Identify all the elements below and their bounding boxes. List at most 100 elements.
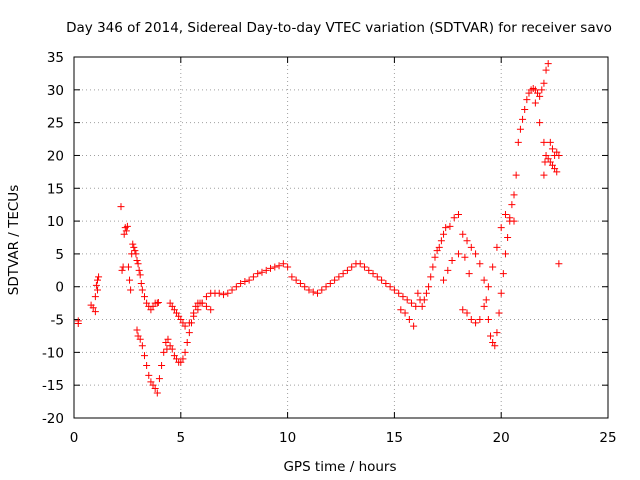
data-point bbox=[476, 316, 484, 324]
data-point bbox=[138, 342, 146, 350]
data-point bbox=[130, 243, 138, 251]
data-point bbox=[467, 316, 475, 324]
data-point bbox=[241, 277, 249, 285]
data-point bbox=[127, 286, 135, 294]
data-point bbox=[382, 279, 390, 287]
data-point bbox=[155, 375, 163, 383]
data-point bbox=[541, 158, 549, 166]
data-point bbox=[450, 214, 458, 222]
y-tick-label: -15 bbox=[42, 378, 64, 394]
y-tick-label: -5 bbox=[51, 313, 64, 329]
data-point bbox=[326, 279, 334, 287]
data-point bbox=[339, 270, 347, 278]
y-tick-label: 30 bbox=[47, 83, 64, 99]
data-point bbox=[123, 222, 131, 230]
data-point bbox=[153, 299, 161, 307]
y-tick-label: 35 bbox=[47, 50, 64, 66]
data-point bbox=[523, 96, 531, 104]
data-point bbox=[454, 211, 462, 219]
data-point bbox=[220, 291, 228, 299]
data-point bbox=[399, 293, 407, 301]
data-point bbox=[504, 234, 512, 241]
data-point bbox=[194, 306, 202, 314]
data-point bbox=[425, 283, 433, 291]
data-point bbox=[506, 214, 514, 222]
data-point bbox=[91, 308, 99, 316]
data-point bbox=[489, 263, 497, 271]
data-point bbox=[378, 276, 386, 284]
y-tick-label: 5 bbox=[55, 247, 64, 263]
data-point bbox=[410, 322, 418, 330]
data-point bbox=[343, 266, 351, 274]
data-point bbox=[516, 125, 524, 133]
data-point bbox=[463, 309, 471, 317]
data-point bbox=[536, 92, 544, 100]
data-point bbox=[386, 283, 394, 291]
data-point bbox=[531, 99, 539, 107]
data-point bbox=[190, 312, 198, 320]
x-axis-label: GPS time / hours bbox=[283, 459, 396, 475]
axis-ticks bbox=[73, 56, 609, 419]
data-point bbox=[138, 286, 146, 294]
data-point bbox=[254, 270, 262, 278]
grid-lines bbox=[74, 57, 608, 418]
data-point bbox=[499, 270, 507, 278]
data-point bbox=[288, 273, 296, 281]
data-point bbox=[202, 293, 210, 301]
x-tick-label: 20 bbox=[493, 430, 510, 446]
data-point bbox=[296, 279, 304, 287]
data-point bbox=[405, 316, 413, 324]
data-point bbox=[245, 276, 253, 284]
data-point bbox=[482, 296, 490, 304]
data-point bbox=[493, 329, 501, 337]
data-point bbox=[151, 384, 159, 392]
y-tick-label: 20 bbox=[47, 148, 64, 164]
data-point bbox=[465, 270, 473, 278]
data-point bbox=[440, 230, 448, 238]
data-points bbox=[74, 60, 563, 397]
y-tick-labels: -20 -15 -10 -5 0 5 10 15 20 25 30 35 bbox=[42, 50, 64, 427]
data-point bbox=[484, 283, 492, 291]
data-point bbox=[348, 263, 356, 271]
data-point bbox=[546, 138, 554, 146]
data-point bbox=[140, 293, 148, 301]
data-point bbox=[136, 271, 144, 279]
data-point bbox=[179, 355, 187, 363]
data-point bbox=[459, 306, 467, 314]
data-point bbox=[484, 316, 492, 324]
data-point bbox=[442, 224, 450, 232]
x-tick-label: 15 bbox=[386, 430, 403, 446]
data-point bbox=[232, 283, 240, 291]
x-tick-labels: 0 5 10 15 20 25 bbox=[70, 430, 617, 446]
data-point bbox=[397, 306, 405, 314]
data-point bbox=[356, 260, 364, 268]
data-point bbox=[133, 256, 141, 264]
data-point bbox=[314, 289, 322, 297]
data-point bbox=[267, 264, 275, 272]
data-point bbox=[412, 302, 420, 310]
data-point bbox=[512, 171, 520, 179]
data-point bbox=[472, 319, 480, 327]
data-point bbox=[553, 168, 561, 176]
data-point bbox=[335, 273, 343, 281]
data-point bbox=[91, 293, 99, 301]
plot-frame bbox=[73, 56, 609, 419]
data-point bbox=[407, 299, 415, 307]
data-point bbox=[129, 240, 137, 248]
data-point bbox=[401, 309, 409, 317]
data-point bbox=[154, 298, 162, 306]
data-point bbox=[207, 306, 215, 314]
data-point bbox=[132, 250, 140, 258]
data-point bbox=[292, 276, 300, 284]
data-point bbox=[418, 302, 426, 310]
data-point bbox=[95, 273, 103, 281]
data-point bbox=[275, 262, 283, 270]
data-point bbox=[93, 286, 101, 294]
data-point bbox=[126, 276, 134, 284]
data-point bbox=[249, 273, 257, 281]
data-point bbox=[136, 335, 144, 343]
data-point bbox=[133, 326, 141, 334]
data-point bbox=[510, 217, 518, 225]
data-point bbox=[309, 288, 317, 296]
